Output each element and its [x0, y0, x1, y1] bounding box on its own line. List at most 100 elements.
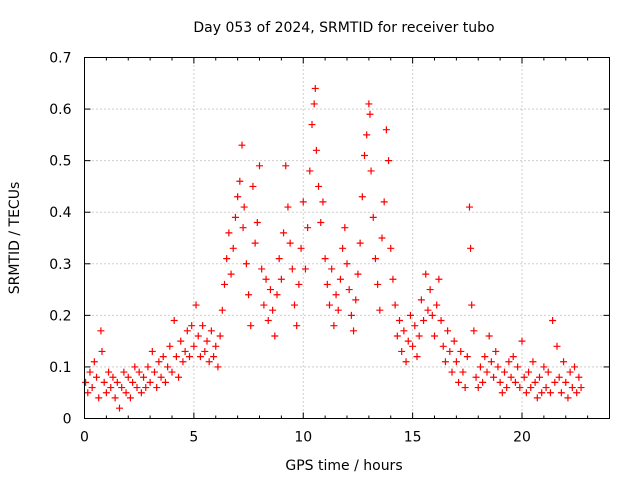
data-point [356, 239, 364, 247]
data-point [192, 301, 200, 309]
data-point [498, 389, 506, 397]
data-point [153, 384, 161, 392]
data-point [188, 322, 196, 330]
y-tick-label: 0.3 [49, 257, 71, 273]
data-point [520, 373, 528, 381]
y-tick-label: 0.5 [49, 154, 71, 170]
data-point [562, 378, 570, 386]
data-point [366, 110, 374, 118]
data-point [98, 347, 106, 355]
data-point [343, 260, 351, 268]
data-point [522, 389, 530, 397]
data-point [137, 389, 145, 397]
data-point [354, 270, 362, 278]
data-point [553, 342, 561, 350]
data-point [467, 244, 475, 252]
data-point [271, 332, 279, 340]
data-point [131, 363, 139, 371]
data-point [199, 322, 207, 330]
data-point [82, 378, 90, 386]
data-point [428, 311, 436, 319]
data-point [218, 306, 226, 314]
data-point [148, 347, 156, 355]
data-point [201, 347, 209, 355]
data-point [212, 342, 220, 350]
data-point [315, 182, 323, 190]
data-point [196, 353, 204, 361]
data-point [409, 342, 417, 350]
y-tick-label: 0.6 [49, 102, 71, 118]
data-point [273, 291, 281, 299]
y-tick-label: 0.2 [49, 308, 71, 324]
data-point [555, 373, 563, 381]
data-point [286, 239, 294, 247]
data-point [361, 151, 368, 159]
data-point [459, 368, 467, 376]
data-point [518, 337, 526, 345]
data-point [284, 203, 292, 211]
data-point [238, 141, 246, 149]
data-point [389, 275, 397, 283]
data-point [441, 358, 449, 366]
data-point [507, 373, 515, 381]
data-point [450, 337, 458, 345]
y-axis-title: SRMTID / TECUs [7, 182, 23, 295]
data-point [221, 280, 228, 288]
data-point [151, 368, 158, 376]
data-point [105, 368, 113, 376]
y-tick-label: 0.7 [49, 51, 71, 67]
data-point [231, 213, 239, 221]
data-point [544, 368, 552, 376]
y-tick-label: 0.4 [49, 205, 71, 221]
data-point [404, 337, 412, 345]
data-point [422, 270, 430, 278]
data-point [365, 100, 373, 108]
data-point [551, 378, 559, 386]
data-point [514, 363, 522, 371]
data-point [205, 358, 213, 366]
data-point [433, 301, 441, 309]
data-point [262, 275, 270, 283]
data-point [525, 368, 533, 376]
data-point [549, 317, 557, 325]
data-point [560, 358, 568, 366]
data-points [82, 84, 585, 412]
data-point [264, 317, 272, 325]
data-point [275, 255, 283, 263]
x-tick-label: 20 [513, 430, 531, 446]
data-point [84, 389, 92, 397]
data-point [126, 394, 134, 402]
data-point [396, 317, 403, 325]
data-point [481, 353, 489, 361]
data-point [146, 378, 154, 386]
axis-ticks: 0 5 10 15 20 0 0.1 0.2 0.3 0.4 0.5 0.6 0.7 [49, 51, 610, 446]
data-point [282, 162, 290, 170]
data-point [168, 368, 176, 376]
data-point [406, 311, 414, 319]
data-point [391, 301, 399, 309]
data-point [135, 368, 143, 376]
data-point [203, 337, 211, 345]
data-point [363, 131, 371, 139]
data-point [496, 378, 504, 386]
data-point [350, 327, 358, 335]
chart-title: Day 053 of 2024, SRMTID for receiver tub… [193, 20, 494, 36]
data-point [369, 213, 377, 221]
data-point [529, 358, 537, 366]
data-point [577, 384, 585, 392]
data-point [485, 332, 493, 340]
data-point [446, 347, 454, 355]
data-point [124, 373, 132, 381]
data-point [501, 368, 508, 376]
data-point [393, 332, 401, 340]
data-point [398, 347, 406, 355]
data-point [194, 332, 202, 340]
data-point [575, 373, 583, 381]
data-point [511, 378, 519, 386]
data-point [341, 224, 349, 232]
data-point [299, 198, 307, 206]
data-point [113, 378, 121, 386]
data-point [466, 203, 473, 211]
data-point [319, 198, 327, 206]
data-point [476, 363, 484, 371]
